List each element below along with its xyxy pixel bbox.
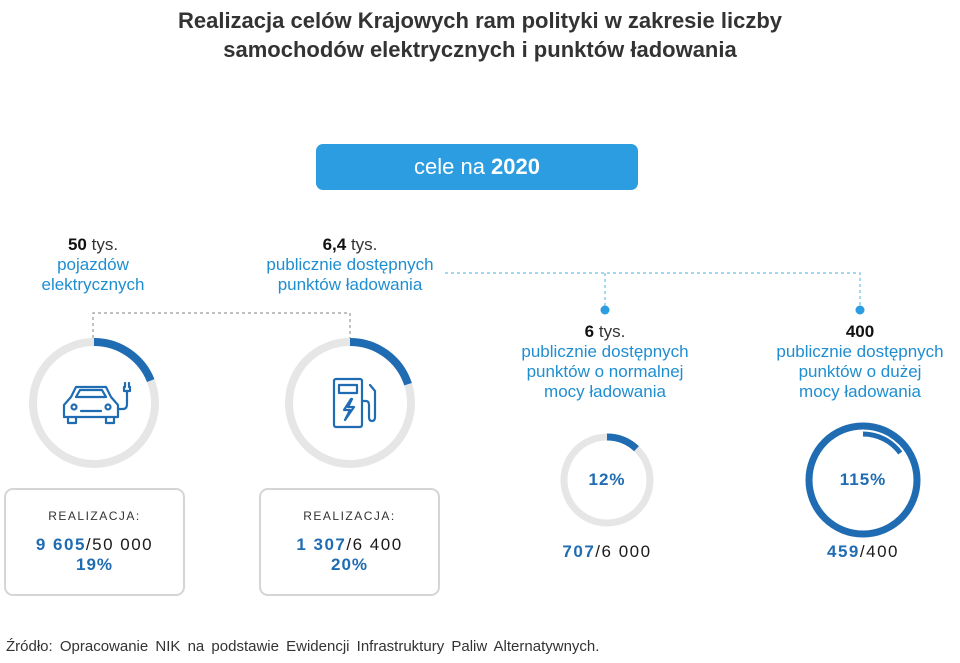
ring-full-arc <box>805 422 921 538</box>
target-desc: publicznie dostępnych <box>266 255 434 274</box>
target-normal-power: 6 tys. publicznie dostępnych punktów o n… <box>500 322 710 402</box>
ring-progress-arc <box>285 338 415 468</box>
ring-progress-arc <box>29 338 159 468</box>
actual-value: 459 <box>827 542 860 561</box>
title-line-1: Realizacja celów Krajowych ram polityki … <box>177 8 783 33</box>
car-icon <box>62 381 132 425</box>
target-value: /6 000 <box>595 542 652 561</box>
title-line-2: samochodów elektrycznych i punktów ładow… <box>223 37 737 62</box>
connector-dot <box>600 305 610 315</box>
goal-prefix: cele na <box>414 154 485 179</box>
target-desc: pojazdów <box>57 255 129 274</box>
target-desc: publicznie dostępnych <box>521 342 689 361</box>
goal-year: 2020 <box>491 154 540 179</box>
realization-value-normal-power: 707/6 000 <box>507 542 707 562</box>
realization-label: REALIZACJA: <box>303 509 396 523</box>
connector-dot <box>855 305 865 315</box>
target-number: 6 <box>584 322 595 341</box>
target-value: /400 <box>859 542 899 561</box>
ring-overflow-arc <box>814 431 912 529</box>
target-unit: tys. <box>91 235 119 254</box>
target-value: /50 000 <box>85 535 154 554</box>
blue-connector <box>445 272 861 307</box>
target-value: /6 400 <box>346 535 403 554</box>
actual-value: 1 307 <box>296 535 347 554</box>
target-desc: punktów o normalnej <box>526 362 684 381</box>
ring-percentage: 12% <box>588 470 626 489</box>
realization-value-high-power: 459/400 <box>763 542 960 562</box>
ring-progress-arc <box>560 433 654 527</box>
target-desc: elektrycznych <box>41 275 145 294</box>
target-desc: mocy ładowania <box>544 382 666 401</box>
target-unit: tys. <box>598 322 626 341</box>
target-desc: punktów o dużej <box>798 362 922 381</box>
realization-label: REALIZACJA: <box>48 509 141 523</box>
target-vehicles: 50 tys. pojazdów elektrycznych <box>23 235 163 295</box>
gray-connector <box>92 312 351 338</box>
progress-ring-high-power <box>805 422 921 538</box>
charging-station-icon <box>332 377 377 429</box>
target-unit: tys. <box>350 235 378 254</box>
progress-ring-vehicles <box>29 338 159 468</box>
progress-ring-normal-power <box>560 433 654 527</box>
realization-percentage: 19% <box>75 555 114 574</box>
actual-value: 9 605 <box>35 535 86 554</box>
realization-card-vehicles: REALIZACJA: 9 605/50 000 19% <box>4 488 185 596</box>
ring-percentage: 115% <box>839 470 887 489</box>
target-public-points: 6,4 tys. publicznie dostępnych punktów ł… <box>240 235 460 295</box>
realization-card-public-points: REALIZACJA: 1 307/6 400 20% <box>259 488 440 596</box>
target-number: 6,4 <box>322 235 347 254</box>
page-title: Realizacja celów Krajowych ram polityki … <box>0 6 960 64</box>
target-desc: punktów ładowania <box>277 275 423 294</box>
realization-percentage: 20% <box>330 555 369 574</box>
target-desc: publicznie dostępnych <box>776 342 944 361</box>
source-note: Źródło: Opracowanie NIK na podstawie Ewi… <box>6 638 600 655</box>
goal-banner: cele na 2020 <box>316 144 638 190</box>
target-high-power: 400 publicznie dostępnych punktów o duże… <box>755 322 960 402</box>
target-desc: mocy ładowania <box>799 382 921 401</box>
progress-ring-public-points <box>285 338 415 468</box>
actual-value: 707 <box>562 542 596 561</box>
target-number: 400 <box>845 322 875 341</box>
target-number: 50 <box>67 235 87 254</box>
